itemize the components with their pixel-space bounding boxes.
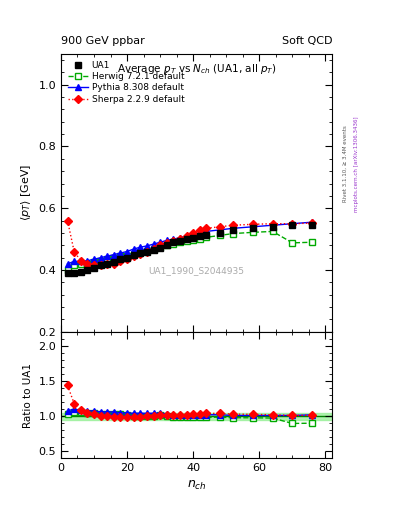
Text: Average $p_T$ vs $N_{ch}$ (UA1, all $p_T$): Average $p_T$ vs $N_{ch}$ (UA1, all $p_T… — [117, 62, 276, 76]
X-axis label: $n_{ch}$: $n_{ch}$ — [187, 479, 206, 492]
Y-axis label: Ratio to UA1: Ratio to UA1 — [23, 362, 33, 428]
Y-axis label: $\langle p_T\rangle$ [GeV]: $\langle p_T\rangle$ [GeV] — [19, 164, 33, 221]
Text: mcplots.cern.ch [arXiv:1306.3436]: mcplots.cern.ch [arXiv:1306.3436] — [354, 116, 359, 211]
Text: 900 GeV ppbar: 900 GeV ppbar — [61, 36, 145, 46]
Text: Soft QCD: Soft QCD — [282, 36, 332, 46]
Text: Rivet 3.1.10, ≥ 3.4M events: Rivet 3.1.10, ≥ 3.4M events — [343, 125, 348, 202]
Text: UA1_1990_S2044935: UA1_1990_S2044935 — [149, 266, 244, 275]
Legend: UA1, Herwig 7.2.1 default, Pythia 8.308 default, Sherpa 2.2.9 default: UA1, Herwig 7.2.1 default, Pythia 8.308 … — [65, 58, 187, 106]
Bar — [61, 413, 332, 420]
